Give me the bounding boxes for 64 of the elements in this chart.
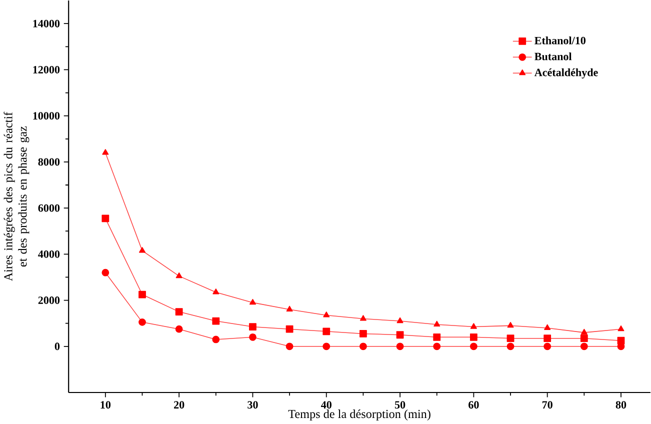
point — [138, 246, 146, 253]
point — [138, 290, 146, 298]
point — [506, 342, 514, 350]
y-tick-label: 12000 — [33, 66, 60, 74]
x-tick-label: 80 — [616, 401, 626, 408]
point — [360, 342, 367, 350]
point — [212, 336, 220, 344]
x-tick-label: 50 — [394, 401, 406, 408]
point — [580, 328, 588, 334]
point — [470, 333, 478, 341]
point — [286, 306, 293, 312]
point — [433, 342, 441, 350]
point — [249, 333, 256, 341]
y-tick-label: 14000 — [33, 20, 60, 28]
point — [102, 214, 110, 222]
legend-label: Acétaldéhyde — [534, 68, 598, 78]
point — [176, 272, 182, 278]
point — [322, 328, 330, 335]
point — [580, 334, 588, 342]
point — [286, 325, 294, 333]
y-tick-label: 6000 — [38, 204, 60, 212]
x-axis-title: Temps de la désorption (min) — [288, 409, 430, 420]
y-tick-label: 0 — [54, 342, 60, 350]
y-tick-label: 2000 — [38, 296, 60, 304]
point — [396, 342, 404, 350]
point — [323, 311, 330, 318]
point — [434, 320, 440, 326]
point — [138, 318, 146, 326]
point — [544, 334, 552, 342]
point — [396, 317, 404, 323]
legend-label: Butanol — [534, 52, 572, 60]
point — [396, 331, 404, 338]
point — [470, 322, 477, 329]
point — [470, 342, 478, 350]
point — [360, 314, 366, 321]
x-tick-label: 10 — [100, 401, 111, 408]
legend-label: Ethanol/10 — [534, 36, 586, 44]
point — [544, 324, 551, 330]
x-tick-label: 60 — [468, 401, 479, 408]
point — [102, 148, 109, 155]
point — [212, 317, 220, 325]
point — [580, 342, 588, 350]
x-tick-label: 70 — [542, 401, 552, 408]
point — [507, 322, 514, 328]
point — [618, 325, 624, 332]
point — [360, 330, 367, 338]
x-tick-label: 30 — [248, 401, 258, 408]
point — [506, 334, 514, 342]
point — [249, 322, 256, 330]
y-tick-label: 4000 — [38, 250, 60, 258]
y-tick-label: 8000 — [38, 158, 60, 166]
x-tick-label: 20 — [174, 401, 184, 408]
x-tick-label: 40 — [321, 401, 332, 408]
point — [249, 298, 256, 305]
point — [212, 288, 220, 294]
point — [175, 325, 183, 333]
point — [544, 342, 552, 350]
y-axis-title: Aires intégrées des pics du réactif et des produits en phase gaz — [4, 112, 30, 281]
y-tick-label: 10000 — [33, 112, 60, 120]
point — [102, 268, 110, 276]
point — [286, 342, 294, 350]
point — [322, 342, 330, 350]
point — [175, 308, 183, 316]
point — [433, 333, 441, 341]
